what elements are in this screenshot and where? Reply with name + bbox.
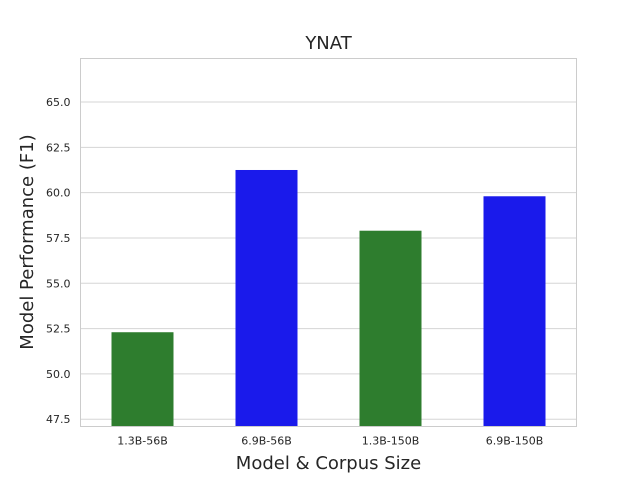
y-tick-label: 52.5 bbox=[46, 323, 71, 336]
bar-6.9B-56B bbox=[235, 169, 298, 427]
y-tick-label: 62.5 bbox=[46, 141, 71, 154]
plot-frame bbox=[80, 58, 577, 427]
y-tick-label: 50.0 bbox=[46, 368, 71, 381]
x-tick-label: 6.9B-56B bbox=[241, 435, 292, 448]
bar-1.3B-150B bbox=[359, 230, 422, 427]
bar-1.3B-56B bbox=[111, 332, 174, 427]
x-tick-label: 1.3B-150B bbox=[362, 435, 420, 448]
x-tick-labels: 1.3B-56B 6.9B-56B 1.3B-150B 6.9B-150B bbox=[117, 435, 543, 448]
chart-title: YNAT bbox=[304, 33, 352, 54]
y-tick-label: 55.0 bbox=[46, 277, 71, 290]
y-tick-label: 57.5 bbox=[46, 232, 71, 245]
y-tick-label: 47.5 bbox=[46, 413, 71, 426]
y-tick-label: 65.0 bbox=[46, 96, 71, 109]
y-tick-label: 60.0 bbox=[46, 187, 71, 200]
bars bbox=[111, 169, 546, 427]
x-axis-label: Model & Corpus Size bbox=[236, 453, 421, 474]
x-tick-label: 1.3B-56B bbox=[117, 435, 168, 448]
x-tick-label: 6.9B-150B bbox=[486, 435, 544, 448]
bar-6.9B-150B bbox=[483, 196, 546, 427]
y-axis-label: Model Performance (F1) bbox=[17, 134, 38, 349]
y-tick-labels: 47.5 50.0 52.5 55.0 57.5 60.0 62.5 65.0 bbox=[46, 96, 71, 426]
